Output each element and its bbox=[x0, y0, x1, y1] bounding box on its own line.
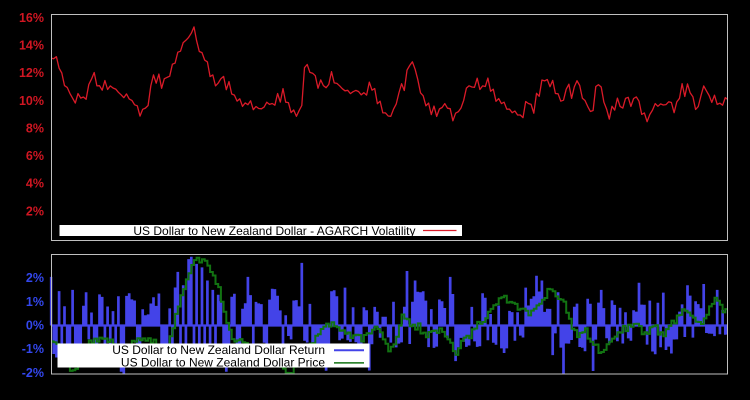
svg-text:US Dollar to New Zealand Dolla: US Dollar to New Zealand Dollar Return bbox=[112, 343, 325, 357]
svg-text:16%: 16% bbox=[19, 11, 44, 25]
svg-text:2%: 2% bbox=[26, 271, 44, 285]
svg-text:-2%: -2% bbox=[22, 366, 44, 380]
svg-text:US Dollar to New Zealand Dolla: US Dollar to New Zealand Dollar Price bbox=[121, 356, 325, 370]
svg-text:6%: 6% bbox=[26, 149, 44, 163]
svg-text:8%: 8% bbox=[26, 121, 44, 135]
svg-text:14%: 14% bbox=[19, 39, 44, 53]
svg-text:12%: 12% bbox=[19, 66, 44, 80]
svg-text:10%: 10% bbox=[19, 94, 44, 108]
svg-text:US Dollar to New Zealand Dolla: US Dollar to New Zealand Dollar - AGARCH… bbox=[133, 224, 415, 238]
svg-text:2%: 2% bbox=[26, 204, 44, 218]
svg-text:1%: 1% bbox=[26, 295, 44, 309]
svg-text:0%: 0% bbox=[26, 319, 44, 333]
svg-text:4%: 4% bbox=[26, 177, 44, 191]
svg-text:-1%: -1% bbox=[22, 342, 44, 356]
